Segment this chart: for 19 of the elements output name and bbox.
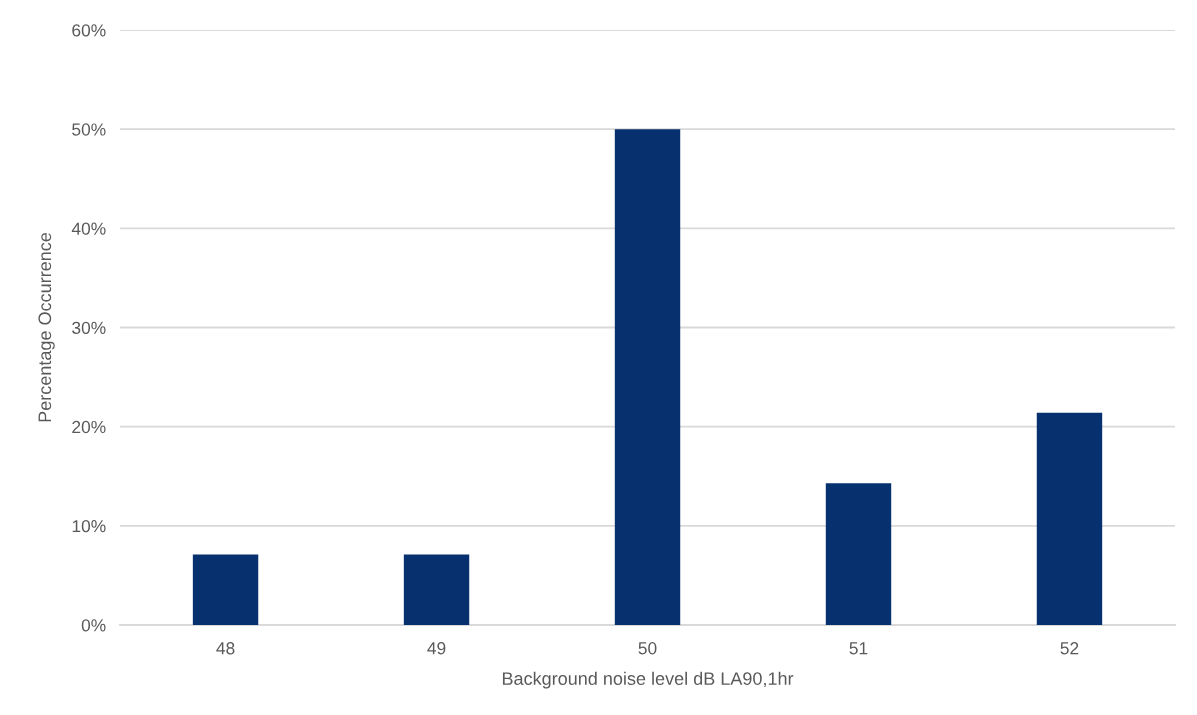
x-tick-label: 48 xyxy=(216,642,235,655)
y-axis-title: Percentage Occurrence xyxy=(38,232,55,422)
y-tick-label: 40% xyxy=(71,222,106,235)
y-tick-label: 10% xyxy=(72,519,106,533)
y-tick-label: 60% xyxy=(72,24,106,37)
y-tick-label: 50% xyxy=(72,123,106,136)
x-axis-title: Background noise level dB LA90,1hr xyxy=(502,671,794,689)
x-tick-label: 51 xyxy=(849,642,868,655)
bar xyxy=(825,483,892,625)
bar xyxy=(614,129,681,625)
y-tick-label: 0% xyxy=(81,619,106,632)
bar xyxy=(403,554,470,625)
y-tick-label: 20% xyxy=(72,420,106,434)
x-tick-label: 52 xyxy=(1060,642,1079,655)
x-tick-label: 49 xyxy=(427,642,446,655)
x-tick-label: 50 xyxy=(638,642,657,655)
bar xyxy=(192,554,259,625)
bar xyxy=(1036,412,1103,625)
y-tick-label: 30% xyxy=(72,321,106,334)
